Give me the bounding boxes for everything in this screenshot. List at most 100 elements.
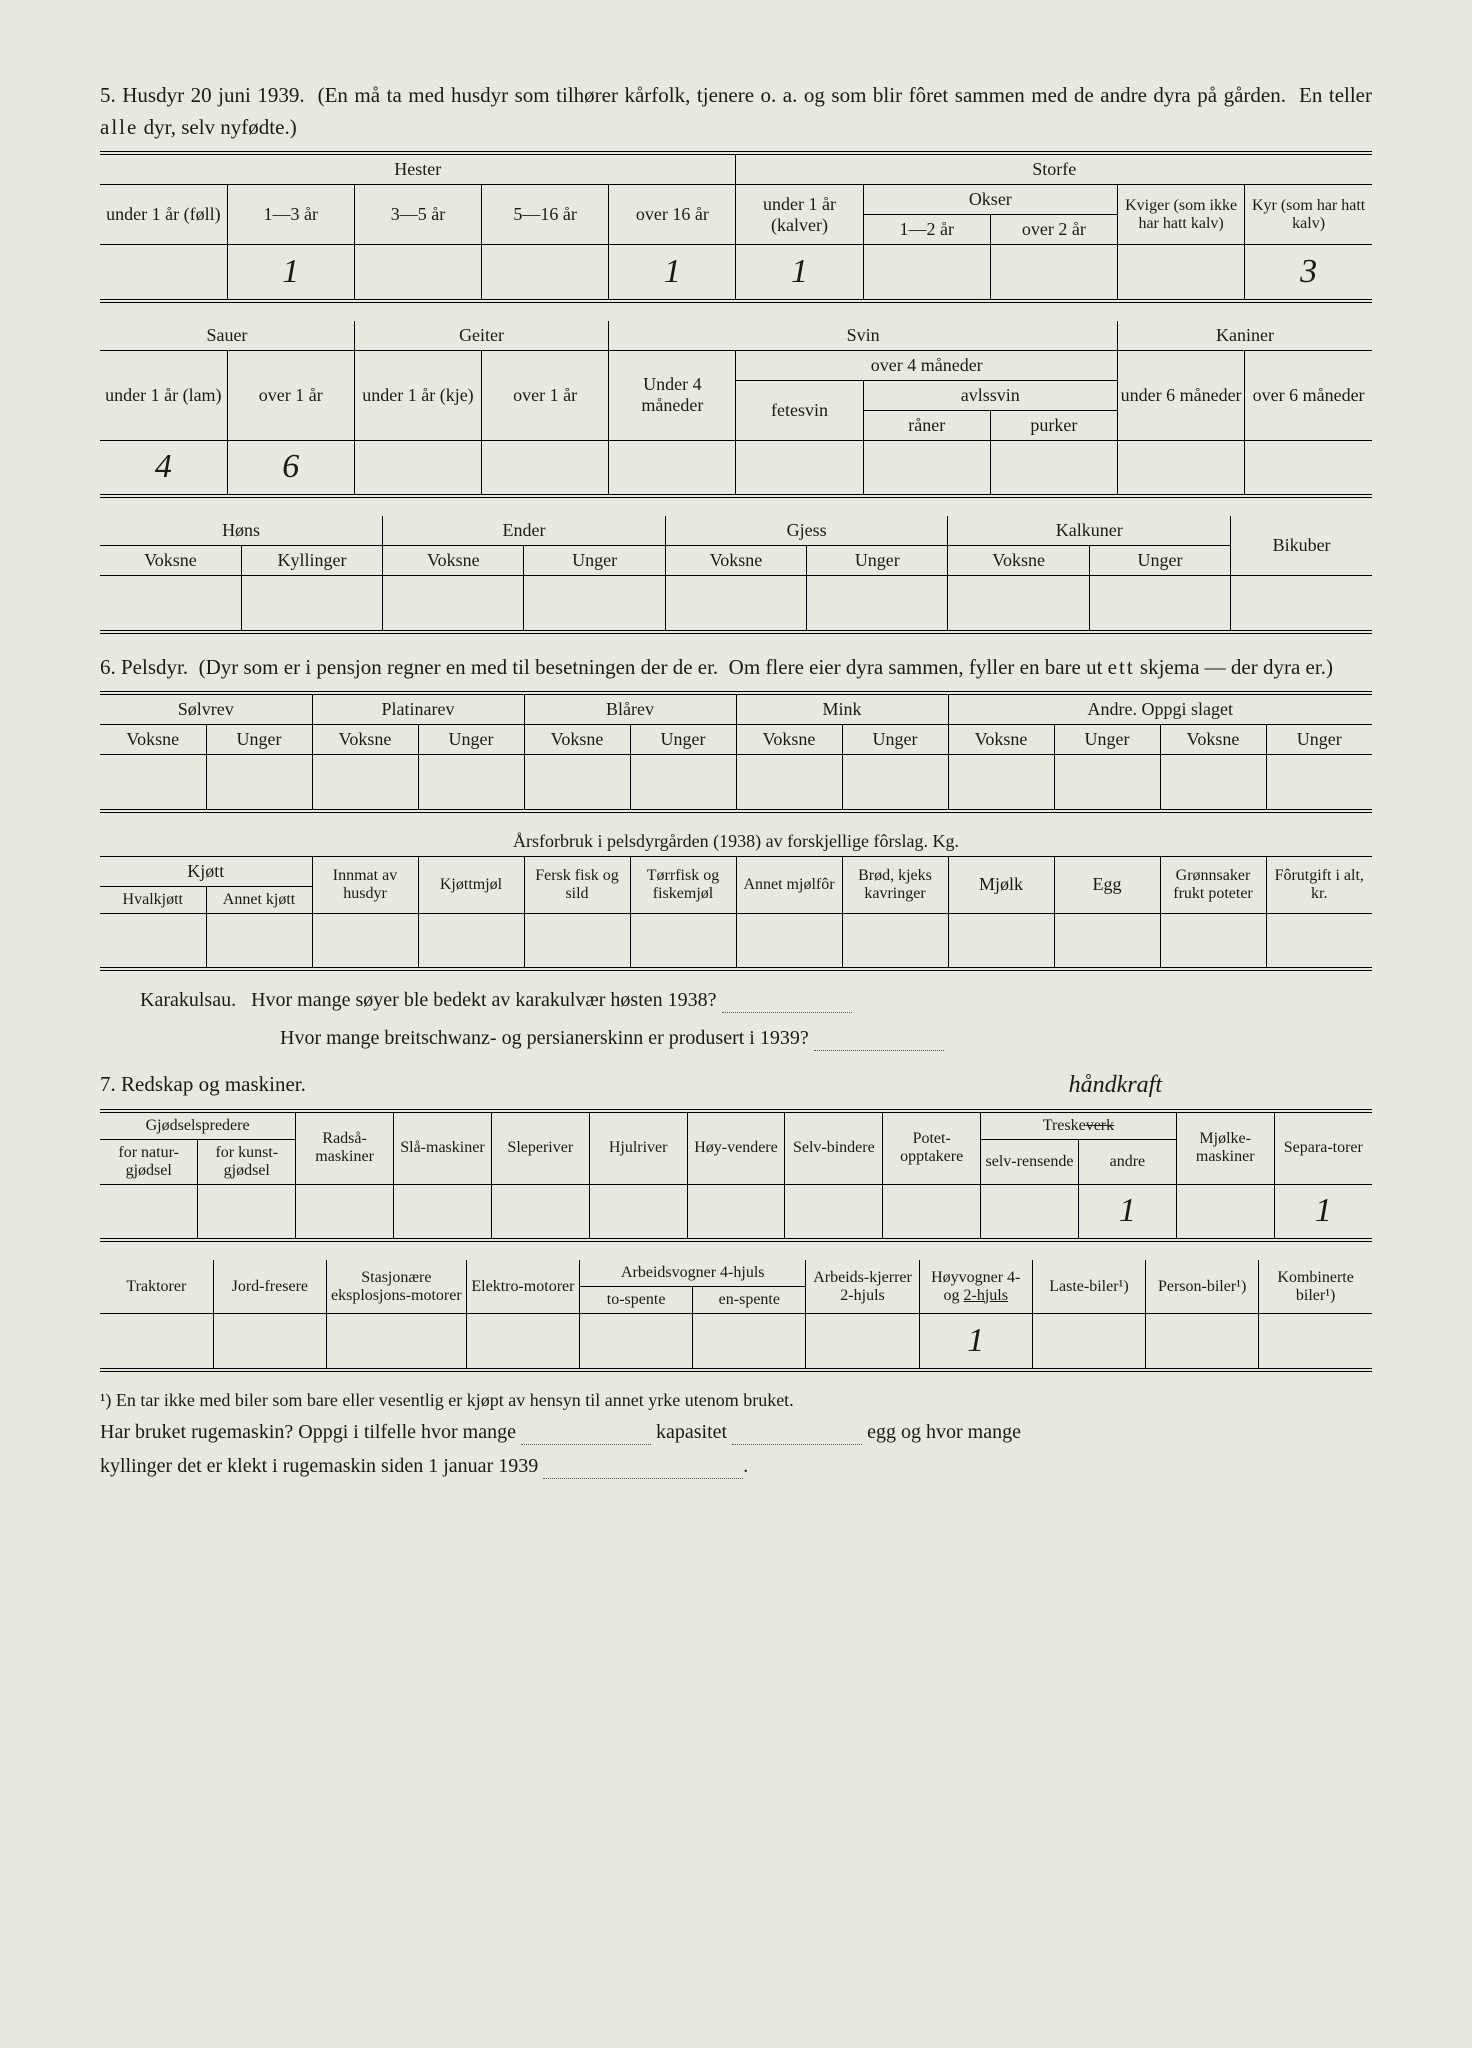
v72-9[interactable] [1146, 1314, 1259, 1370]
val-5-2-9[interactable] [1245, 440, 1372, 496]
v61-11[interactable] [1266, 755, 1372, 811]
v61-2[interactable] [312, 755, 418, 811]
v71-11[interactable] [1176, 1184, 1274, 1240]
v71-12[interactable]: 1 [1274, 1184, 1372, 1240]
karakul-blank2[interactable] [814, 1027, 944, 1051]
v72-0[interactable] [100, 1314, 213, 1370]
val-5-3-4[interactable] [665, 576, 806, 632]
v71-2[interactable] [296, 1184, 394, 1240]
v61-1[interactable] [206, 755, 312, 811]
val-5-2-0[interactable]: 4 [100, 440, 227, 496]
hester-label: Hester [100, 153, 736, 185]
val-5-3-2[interactable] [383, 576, 524, 632]
v61-0[interactable] [100, 755, 206, 811]
v62-4[interactable] [524, 913, 630, 969]
brod: Brød, kjeks kavringer [842, 856, 948, 913]
v72-5[interactable] [693, 1314, 806, 1370]
val-5-1-2[interactable] [354, 245, 481, 301]
v71-8[interactable] [883, 1184, 981, 1240]
v72-10[interactable] [1259, 1314, 1372, 1370]
v71-6[interactable] [687, 1184, 785, 1240]
val-5-2-6[interactable] [863, 440, 990, 496]
val-5-1-7[interactable] [990, 245, 1117, 301]
v72-6[interactable] [806, 1314, 919, 1370]
v71-7[interactable] [785, 1184, 883, 1240]
val-5-1-9[interactable]: 3 [1245, 245, 1372, 301]
v71-0[interactable] [100, 1184, 198, 1240]
val-5-3-5[interactable] [807, 576, 948, 632]
v61-8[interactable] [948, 755, 1054, 811]
v62-7[interactable] [842, 913, 948, 969]
val-5-2-4[interactable] [609, 440, 736, 496]
hoyvendere: Høy-vendere [687, 1111, 785, 1185]
mjolke: Mjølke-maskiner [1176, 1111, 1274, 1185]
v62-6[interactable] [736, 913, 842, 969]
blank-q1b[interactable] [732, 1421, 862, 1445]
val-5-3-6[interactable] [948, 576, 1089, 632]
val-5-2-7[interactable] [990, 440, 1117, 496]
val-5-1-5[interactable]: 1 [736, 245, 863, 301]
val-5-1-0[interactable] [100, 245, 227, 301]
v61-9[interactable] [1054, 755, 1160, 811]
v72-4[interactable] [580, 1314, 693, 1370]
v61-7[interactable] [842, 755, 948, 811]
karakul-blank1[interactable] [722, 989, 852, 1013]
blank-q2[interactable] [543, 1455, 743, 1479]
v71-9[interactable] [981, 1184, 1079, 1240]
v62-5[interactable] [630, 913, 736, 969]
val-5-1-1[interactable]: 1 [227, 245, 354, 301]
section6-number: 6. [100, 655, 116, 679]
val-5-1-6[interactable] [863, 245, 990, 301]
v71-4[interactable] [491, 1184, 589, 1240]
col-kalver: under 1 år (kalver) [736, 185, 863, 245]
karakul-line2: Hvor mange breitschwanz- og persianerski… [280, 1027, 1372, 1051]
v62-3[interactable] [418, 913, 524, 969]
blank-q1a[interactable] [521, 1421, 651, 1445]
v61-4[interactable] [524, 755, 630, 811]
v72-7[interactable]: 1 [919, 1314, 1032, 1370]
storfe-label: Storfe [736, 153, 1372, 185]
val-5-2-2[interactable] [354, 440, 481, 496]
val-5-2-5[interactable] [736, 440, 863, 496]
v61-10[interactable] [1160, 755, 1266, 811]
v72-3[interactable] [466, 1314, 579, 1370]
q1c: egg og hvor mange [867, 1421, 1021, 1443]
v61-5[interactable] [630, 755, 736, 811]
v71-5[interactable] [589, 1184, 687, 1240]
c-v2: Voksne [524, 725, 630, 755]
v62-8[interactable] [948, 913, 1054, 969]
v62-1[interactable] [206, 913, 312, 969]
val-5-2-8[interactable] [1118, 440, 1245, 496]
v62-10[interactable] [1160, 913, 1266, 969]
v62-2[interactable] [312, 913, 418, 969]
val-5-1-8[interactable] [1118, 245, 1245, 301]
val-5-3-7[interactable] [1089, 576, 1230, 632]
gronnsaker: Grønnsaker frukt poteter [1160, 856, 1266, 913]
val-5-2-1[interactable]: 6 [227, 440, 354, 496]
val-5-1-3[interactable] [482, 245, 609, 301]
elektro: Elektro-motorer [466, 1260, 579, 1314]
v62-9[interactable] [1054, 913, 1160, 969]
val-5-2-3[interactable] [482, 440, 609, 496]
val-5-3-8[interactable] [1231, 576, 1372, 632]
hvalkjott: Hvalkjøtt [100, 886, 206, 913]
v72-1[interactable] [213, 1314, 326, 1370]
v71-1[interactable] [198, 1184, 296, 1240]
val-5-1-4[interactable]: 1 [609, 245, 736, 301]
stasjonaere: Stasjonære eksplosjons-motorer [326, 1260, 466, 1314]
c-u0: Unger [206, 725, 312, 755]
v61-3[interactable] [418, 755, 524, 811]
val-5-3-1[interactable] [241, 576, 382, 632]
v62-11[interactable] [1266, 913, 1372, 969]
val-5-3-3[interactable] [524, 576, 665, 632]
v72-2[interactable] [326, 1314, 466, 1370]
purker: purker [990, 410, 1117, 440]
lastebiler: Laste-biler¹) [1032, 1260, 1145, 1314]
v71-3[interactable] [394, 1184, 492, 1240]
v72-8[interactable] [1032, 1314, 1145, 1370]
v61-6[interactable] [736, 755, 842, 811]
hons-voksne: Voksne [100, 546, 241, 576]
v62-0[interactable] [100, 913, 206, 969]
v71-10[interactable]: 1 [1078, 1184, 1176, 1240]
val-5-3-0[interactable] [100, 576, 241, 632]
